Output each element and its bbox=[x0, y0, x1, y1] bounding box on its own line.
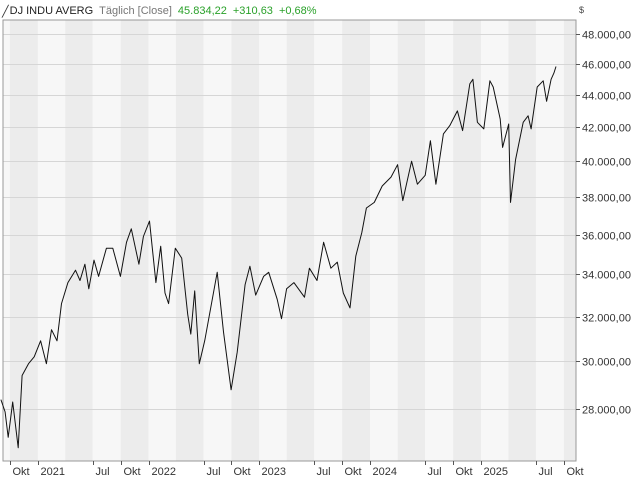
y-tick-label: 32.000,00 bbox=[582, 313, 631, 325]
period-label: Täglich [Close] bbox=[99, 5, 172, 17]
quarter-band bbox=[508, 20, 536, 461]
x-tick-label: Jul bbox=[96, 466, 110, 478]
quarter-band bbox=[231, 20, 260, 461]
quarter-band bbox=[148, 20, 176, 461]
x-tick-label: Okt bbox=[13, 466, 30, 478]
background-bands bbox=[3, 20, 576, 461]
y-tick-label: 38.000,00 bbox=[582, 193, 631, 205]
currency-label: $ bbox=[579, 5, 585, 15]
x-axis: Okt 2021 Jul Okt 2022 Jul Okt 2023 Jul Okt 2024 Jul… bbox=[10, 461, 584, 478]
y-tick-label: 36.000,00 bbox=[582, 231, 631, 243]
y-axis: 28.000,00 30.000,00 32.000,00 34.000,00 36.0… bbox=[576, 30, 631, 417]
quarter-band bbox=[65, 20, 93, 461]
quarter-band bbox=[37, 20, 66, 461]
x-tick-label: Jul bbox=[428, 466, 442, 478]
series-group bbox=[0, 66, 557, 449]
quarter-band bbox=[175, 20, 204, 461]
quarter-band bbox=[425, 20, 454, 461]
y-tick-label: 40.000,00 bbox=[582, 157, 631, 169]
x-tick-label: Jul bbox=[207, 466, 221, 478]
grid-lines bbox=[3, 34, 576, 410]
quarter-band bbox=[342, 20, 371, 461]
x-tick-label: 2022 bbox=[152, 466, 176, 478]
x-tick-label: 2023 bbox=[262, 466, 286, 478]
x-tick-label: 2021 bbox=[41, 466, 65, 478]
quarter-band bbox=[314, 20, 343, 461]
chart-header: ╱ DJ INDU AVERG Täglich [Close] 45.834,2… bbox=[2, 3, 327, 19]
quarter-band bbox=[535, 20, 564, 461]
quarter-band bbox=[3, 20, 10, 461]
y-tick-label: 44.000,00 bbox=[582, 91, 631, 103]
x-tick-label: Jul bbox=[317, 466, 331, 478]
y-tick-label: 34.000,00 bbox=[582, 270, 631, 282]
price-change-percent: +0,68% bbox=[278, 5, 317, 17]
x-tick-label: Okt bbox=[567, 466, 584, 478]
y-tick-label: 42.000,00 bbox=[582, 123, 631, 135]
quarter-band bbox=[397, 20, 426, 461]
quarter-band bbox=[9, 20, 38, 461]
line-chart-icon: ╱ bbox=[2, 5, 9, 18]
plot-frame bbox=[2, 19, 577, 462]
y-tick-label: 30.000,00 bbox=[582, 357, 631, 369]
x-tick-label: Okt bbox=[124, 466, 141, 478]
y-tick-label: 46.000,00 bbox=[582, 60, 631, 72]
x-tick-label: Okt bbox=[456, 466, 473, 478]
quarter-band bbox=[370, 20, 398, 461]
quarter-band bbox=[203, 20, 232, 461]
quarter-band bbox=[286, 20, 315, 461]
x-tick-label: 2024 bbox=[373, 466, 397, 478]
quarter-band bbox=[259, 20, 287, 461]
x-tick-label: 2025 bbox=[484, 466, 508, 478]
quarter-band bbox=[92, 20, 121, 461]
x-tick-label: Jul bbox=[539, 466, 553, 478]
quarter-band bbox=[120, 20, 149, 461]
quarter-band bbox=[563, 20, 576, 461]
quarter-band bbox=[453, 20, 482, 461]
last-price: 45.834,22 bbox=[177, 5, 227, 17]
series-line bbox=[0, 66, 557, 449]
y-tick-label: 48.000,00 bbox=[582, 30, 631, 42]
x-tick-label: Okt bbox=[234, 466, 251, 478]
quarter-band bbox=[481, 20, 509, 461]
price-change: +310,63 bbox=[232, 5, 273, 17]
y-tick-label: 28.000,00 bbox=[582, 405, 631, 417]
instrument-name: DJ INDU AVERG bbox=[9, 5, 94, 17]
x-tick-label: Okt bbox=[345, 466, 362, 478]
